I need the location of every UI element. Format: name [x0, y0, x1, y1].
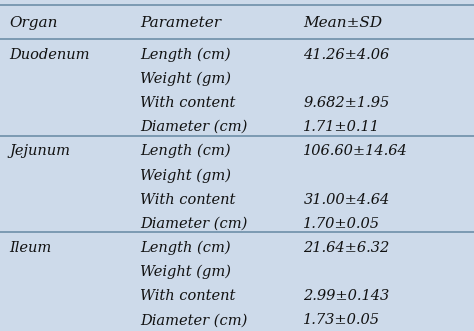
Text: Jejunum: Jejunum — [9, 144, 71, 158]
Text: Diameter (cm): Diameter (cm) — [140, 217, 247, 231]
Text: Parameter: Parameter — [140, 16, 221, 30]
Text: 9.682±1.95: 9.682±1.95 — [303, 96, 390, 110]
Text: Duodenum: Duodenum — [9, 48, 90, 62]
Text: Length (cm): Length (cm) — [140, 144, 230, 159]
Text: 41.26±4.06: 41.26±4.06 — [303, 48, 390, 62]
Text: Organ: Organ — [9, 16, 58, 30]
Text: 21.64±6.32: 21.64±6.32 — [303, 241, 390, 255]
Text: 1.71±0.11: 1.71±0.11 — [303, 120, 380, 134]
Text: Weight (gm): Weight (gm) — [140, 168, 231, 183]
Text: 1.73±0.05: 1.73±0.05 — [303, 313, 380, 327]
Text: 1.70±0.05: 1.70±0.05 — [303, 217, 380, 231]
Text: 106.60±14.64: 106.60±14.64 — [303, 144, 408, 158]
Text: Diameter (cm): Diameter (cm) — [140, 120, 247, 134]
Text: Length (cm): Length (cm) — [140, 241, 230, 255]
Text: With content: With content — [140, 96, 235, 110]
Text: Length (cm): Length (cm) — [140, 47, 230, 62]
Text: 2.99±0.143: 2.99±0.143 — [303, 289, 390, 303]
Text: Mean±SD: Mean±SD — [303, 16, 383, 30]
Text: Diameter (cm): Diameter (cm) — [140, 313, 247, 327]
Text: 31.00±4.64: 31.00±4.64 — [303, 193, 390, 207]
Text: Weight (gm): Weight (gm) — [140, 265, 231, 279]
Text: With content: With content — [140, 193, 235, 207]
Text: Weight (gm): Weight (gm) — [140, 71, 231, 86]
Text: With content: With content — [140, 289, 235, 303]
Text: Ileum: Ileum — [9, 241, 52, 255]
